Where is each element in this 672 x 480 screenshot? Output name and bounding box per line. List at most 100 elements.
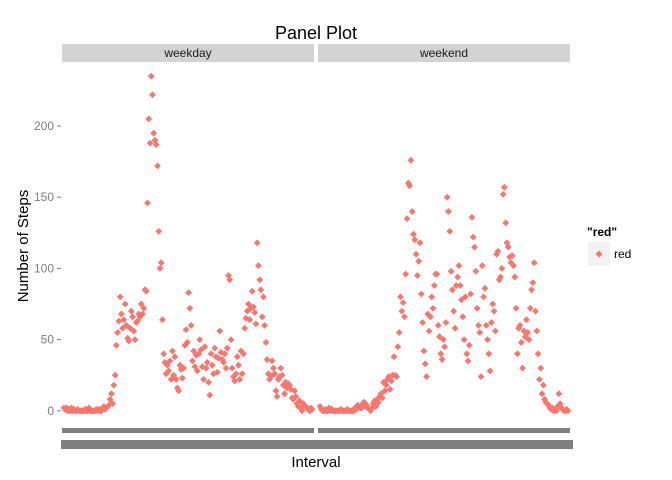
facet-panel-weekend: weekend [316,44,573,449]
data-point [554,403,561,410]
data-point [189,357,196,365]
data-point [232,370,240,378]
data-point [248,287,256,295]
data-point [564,407,572,415]
data-point [241,324,249,332]
data-point [437,350,445,358]
data-point [532,307,539,315]
data-point [253,239,261,247]
data-point [262,339,270,346]
data-point [200,376,207,383]
data-point [421,360,429,368]
data-point [382,381,390,389]
data-point [433,270,441,278]
facet-strip-label: weekend [419,46,468,60]
data-point [256,276,264,284]
data-point [490,307,498,315]
data-point [294,403,302,410]
data-point [489,300,497,308]
data-point [523,316,530,324]
data-point [222,364,230,372]
data-point [146,139,154,147]
data-point [221,350,229,358]
data-point [410,230,417,238]
data-point [260,293,267,301]
data-point [512,304,520,312]
data-point [416,239,424,247]
data-point [271,370,278,378]
data-point [443,193,451,201]
data-point [386,386,394,393]
y-tick-label: 100 [34,261,54,275]
facet-panel-weekday: weekday [60,44,317,449]
data-point [456,282,464,289]
data-point [452,282,460,289]
data-point [134,317,141,325]
data-point [169,347,176,355]
data-point [252,320,260,328]
legend: "red" red [587,225,631,266]
data-point [211,344,219,352]
y-tick-label: 150 [34,190,54,204]
data-point [112,341,120,349]
data-point [165,367,173,375]
data-point [213,368,221,376]
data-point [503,239,511,247]
data-point [223,344,231,352]
data-point [180,364,187,372]
data-point [226,276,234,284]
data-point [316,403,324,410]
y-tick-label: 0 [47,404,54,418]
data-point [514,350,521,358]
data-point [237,347,245,355]
data-point [420,347,428,355]
data-point [407,156,415,164]
data-point [190,347,197,355]
data-point [423,373,430,380]
data-point [154,162,161,170]
data-point [296,397,303,405]
data-point [399,299,407,306]
data-point [111,371,119,379]
data-point [403,215,411,222]
data-point [517,339,525,346]
data-point [144,199,151,207]
facet-panels: weekday weekend [60,44,573,449]
data-point [120,316,128,324]
data-point [465,341,473,349]
data-point [220,359,227,366]
x-axis-title: Interval [291,454,340,471]
data-point [434,322,442,329]
data-point [117,310,125,318]
data-point [394,343,402,351]
data-point [375,398,382,406]
x-tick-labels [61,440,317,449]
data-point [388,377,395,385]
data-point [187,322,195,329]
data-point [202,364,210,372]
data-point [100,403,108,410]
data-point [263,356,271,363]
data-point [147,72,155,80]
data-point [524,329,532,336]
data-point [525,336,533,343]
data-point [135,310,143,318]
legend-title: "red" [587,225,617,239]
data-point [177,366,185,373]
data-point [160,350,168,358]
data-point [398,307,406,315]
data-point [526,304,534,312]
data-point [401,313,408,321]
data-point [488,319,495,326]
data-point [429,304,437,312]
data-point [201,343,209,351]
data-point [419,319,426,326]
data-point [468,213,476,221]
data-point [185,289,192,296]
chart-title: Panel Plot [275,23,357,43]
data-point [257,286,265,294]
data-point [182,326,190,333]
data-point [216,327,224,335]
data-point [469,233,477,241]
data-point [179,374,186,382]
